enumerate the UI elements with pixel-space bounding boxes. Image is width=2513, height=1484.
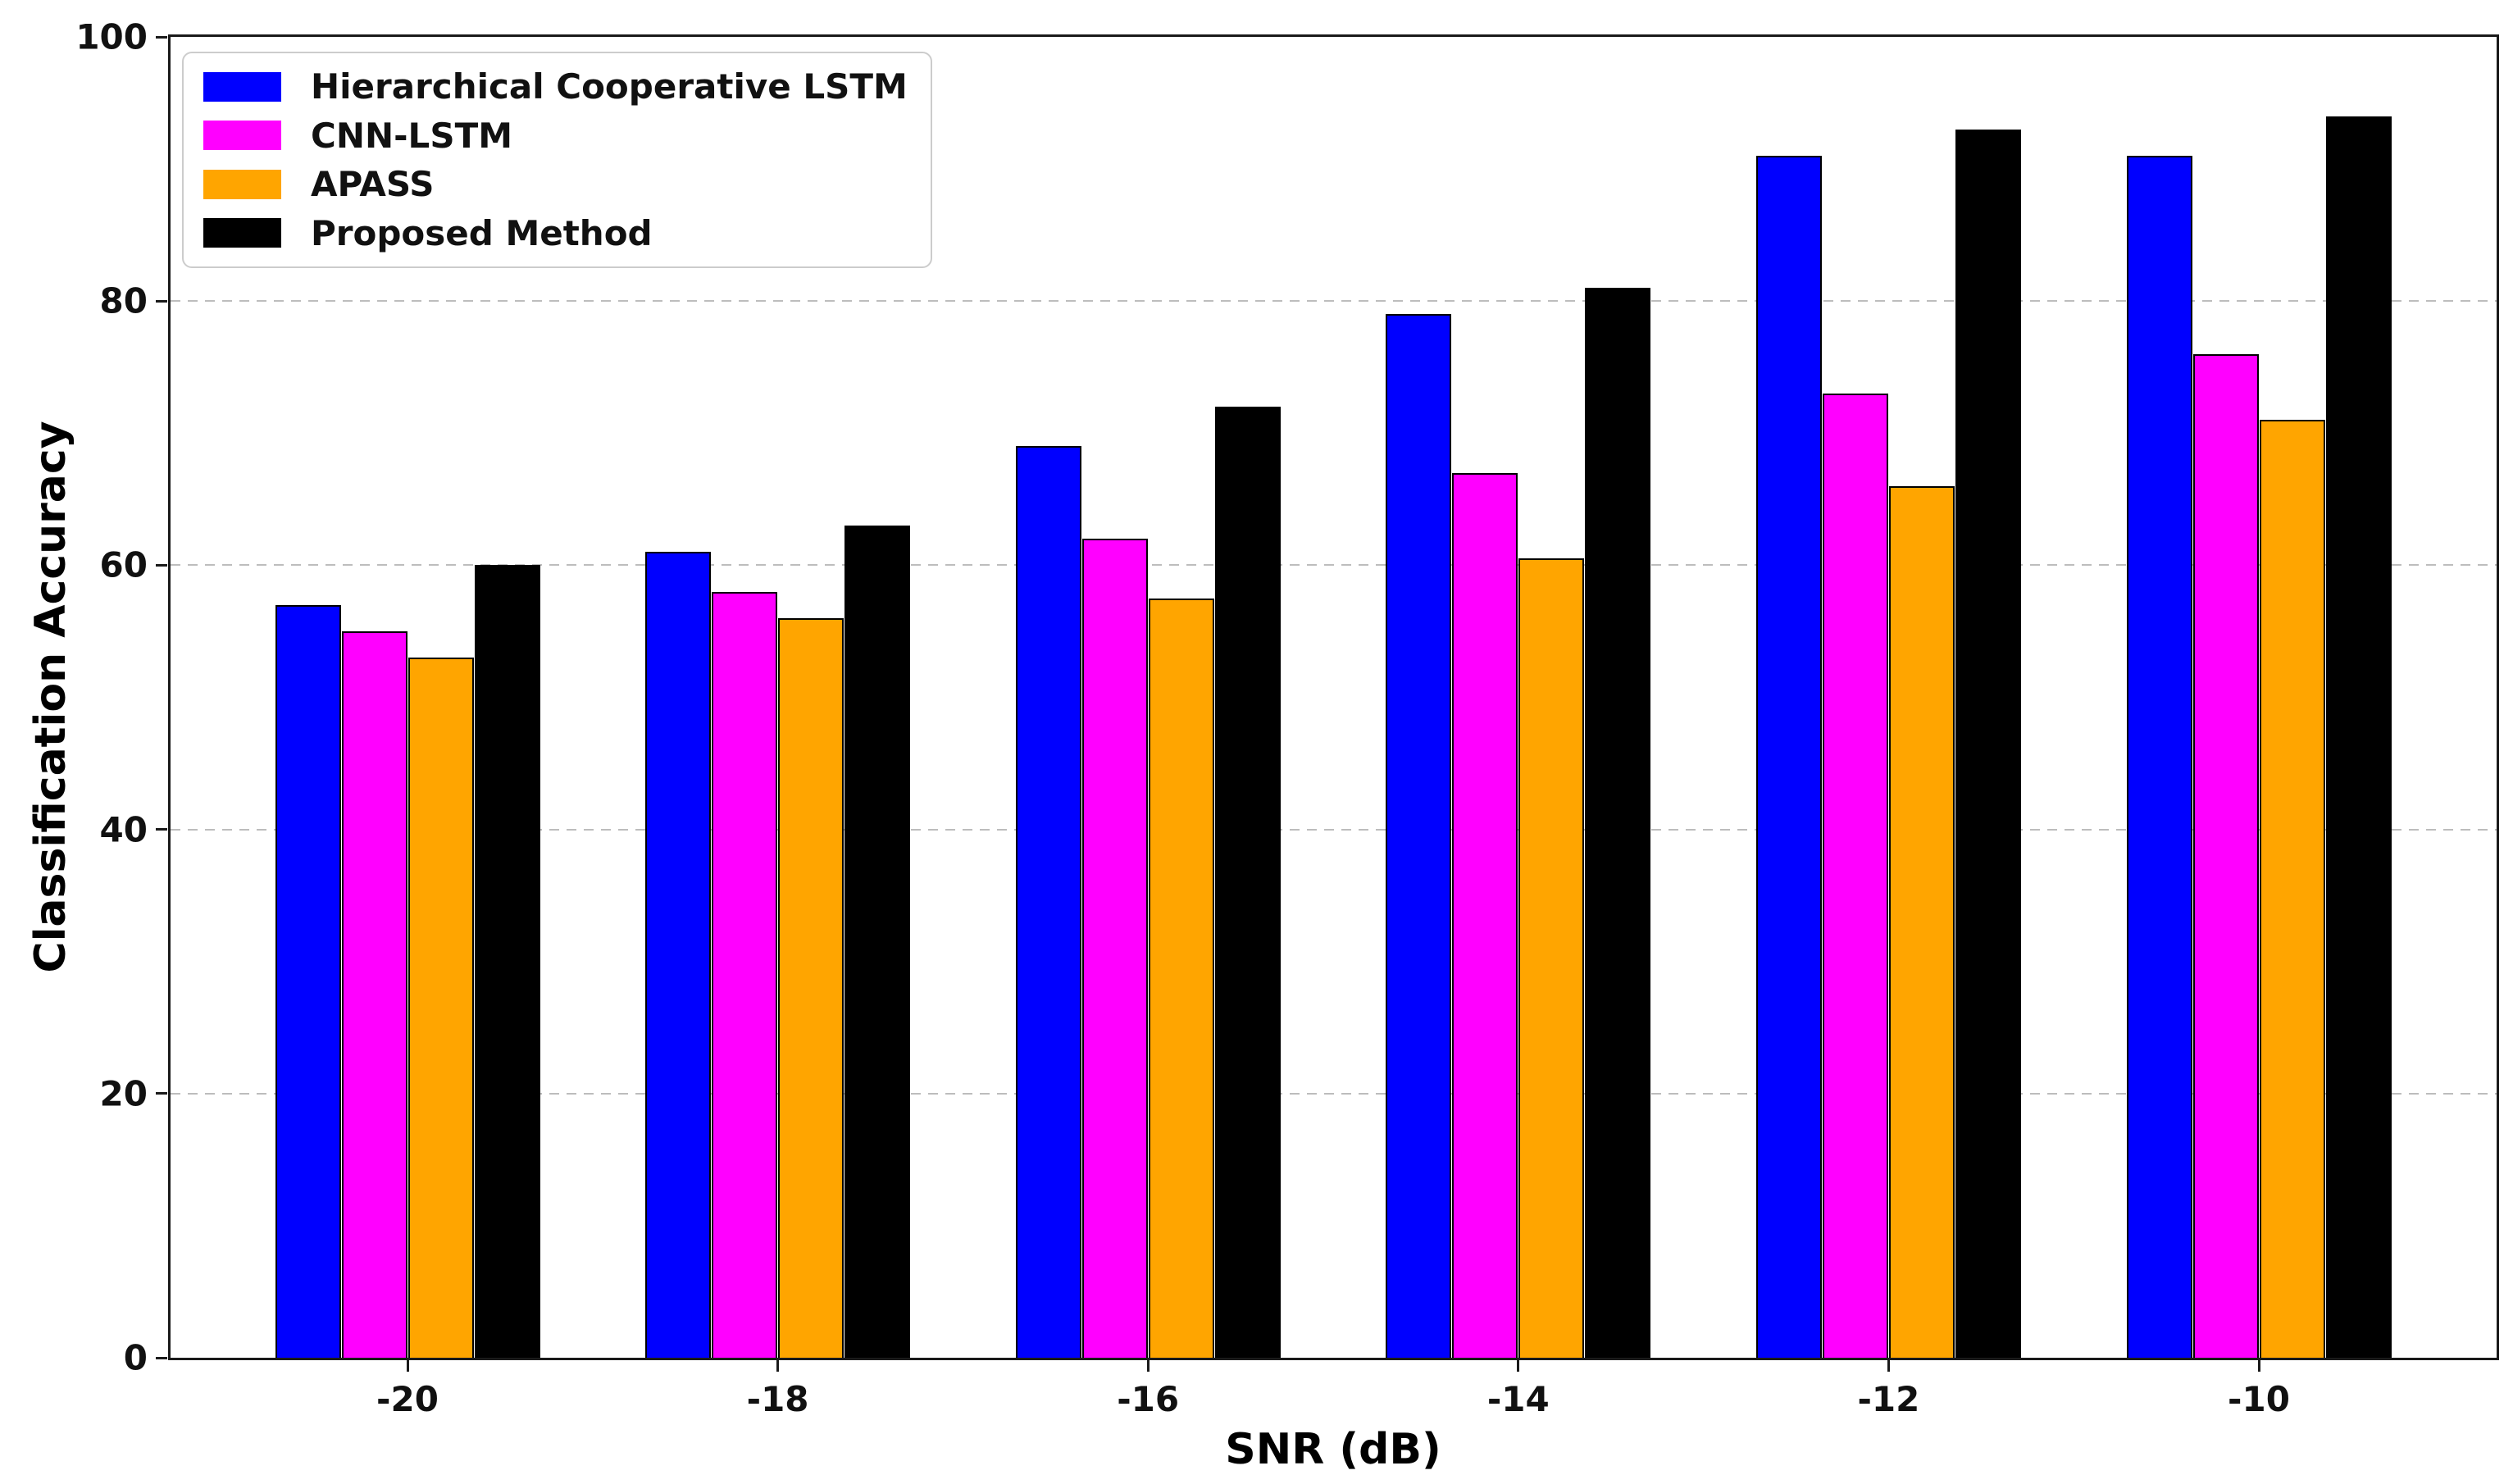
bar-apass-snr-20	[407, 658, 474, 1358]
y-tick-mark	[156, 1092, 167, 1095]
legend-item-apass: APASS	[184, 164, 931, 204]
x-tick-label: -14	[1486, 1379, 1550, 1419]
bar-apass-snr-16	[1148, 599, 1214, 1358]
gridline-y40	[171, 828, 2497, 831]
gridline-y80	[171, 300, 2497, 303]
y-tick-mark	[156, 1356, 167, 1359]
x-tick-mark	[776, 1360, 780, 1372]
x-tick-label: -20	[376, 1379, 439, 1419]
legend-item-cnn-lstm: CNN-LSTM	[184, 116, 931, 156]
bar-cnn-lstm-snr-20	[341, 631, 407, 1358]
legend-swatch	[203, 121, 281, 151]
bar-cnn-lstm-snr-12	[1822, 394, 1888, 1358]
legend-swatch	[203, 218, 281, 248]
x-tick-mark	[1517, 1360, 1520, 1372]
x-tick-label: -16	[1117, 1379, 1180, 1419]
x-tick-mark	[406, 1360, 409, 1372]
legend-swatch	[203, 71, 281, 102]
bar-proposed-method-snr-16	[1214, 407, 1281, 1358]
y-tick-mark	[156, 299, 167, 303]
y-tick-mark	[156, 563, 167, 567]
bar-hierarchical-cooperative-lstm-snr-20	[275, 605, 341, 1358]
bar-apass-snr-18	[778, 618, 844, 1358]
bar-hierarchical-cooperative-lstm-snr-16	[1015, 446, 1081, 1358]
bar-proposed-method-snr-14	[1585, 288, 1651, 1358]
legend-item-proposed-method: Proposed Method	[184, 213, 931, 253]
bar-cnn-lstm-snr-14	[1452, 473, 1518, 1358]
y-tick-label: 20	[99, 1073, 148, 1114]
bar-apass-snr-12	[1888, 486, 1955, 1358]
bar-proposed-method-snr-10	[2325, 116, 2392, 1358]
y-tick-label: 60	[99, 544, 148, 585]
bar-hierarchical-cooperative-lstm-snr-12	[1755, 156, 1822, 1358]
bar-proposed-method-snr-12	[1955, 130, 2021, 1358]
bar-hierarchical-cooperative-lstm-snr-14	[1386, 314, 1452, 1358]
bar-apass-snr-14	[1518, 558, 1585, 1358]
gridline-y20	[171, 1092, 2497, 1095]
bar-cnn-lstm-snr-10	[2192, 354, 2259, 1358]
bar-proposed-method-snr-18	[844, 526, 911, 1358]
legend-item-hierarchical-cooperative-lstm: Hierarchical Cooperative LSTM	[184, 66, 931, 107]
legend-label: CNN-LSTM	[311, 115, 513, 156]
bar-apass-snr-10	[2259, 420, 2325, 1358]
bar-proposed-method-snr-20	[474, 565, 540, 1358]
y-axis-title: Classification Accuracy	[26, 421, 75, 973]
x-tick-label: -10	[2228, 1379, 2290, 1419]
gridline-y60	[171, 564, 2497, 567]
x-axis-title: SNR (dB)	[1225, 1425, 1441, 1474]
y-tick-label: 80	[99, 280, 148, 321]
legend: Hierarchical Cooperative LSTM CNN-LSTM APA…	[182, 52, 932, 268]
x-tick-label: -18	[746, 1379, 809, 1419]
y-tick-label: 0	[123, 1337, 148, 1378]
legend-swatch	[203, 169, 281, 199]
legend-label: Proposed Method	[311, 212, 653, 253]
bar-hierarchical-cooperative-lstm-snr-10	[2126, 156, 2192, 1358]
y-tick-label: 100	[75, 16, 148, 57]
x-tick-mark	[1146, 1360, 1150, 1372]
x-tick-mark	[1887, 1360, 1890, 1372]
y-tick-mark	[156, 828, 167, 831]
x-tick-mark	[2257, 1360, 2260, 1372]
x-tick-label: -12	[1857, 1379, 1920, 1419]
legend-label: Hierarchical Cooperative LSTM	[311, 66, 908, 107]
y-tick-mark	[156, 35, 167, 39]
bar-cnn-lstm-snr-16	[1081, 539, 1148, 1358]
y-tick-label: 40	[99, 809, 148, 850]
legend-label: APASS	[311, 164, 435, 205]
bar-cnn-lstm-snr-18	[712, 592, 778, 1358]
bar-hierarchical-cooperative-lstm-snr-18	[645, 552, 712, 1358]
plot-area: Hierarchical Cooperative LSTM CNN-LSTM APA…	[168, 34, 2499, 1360]
